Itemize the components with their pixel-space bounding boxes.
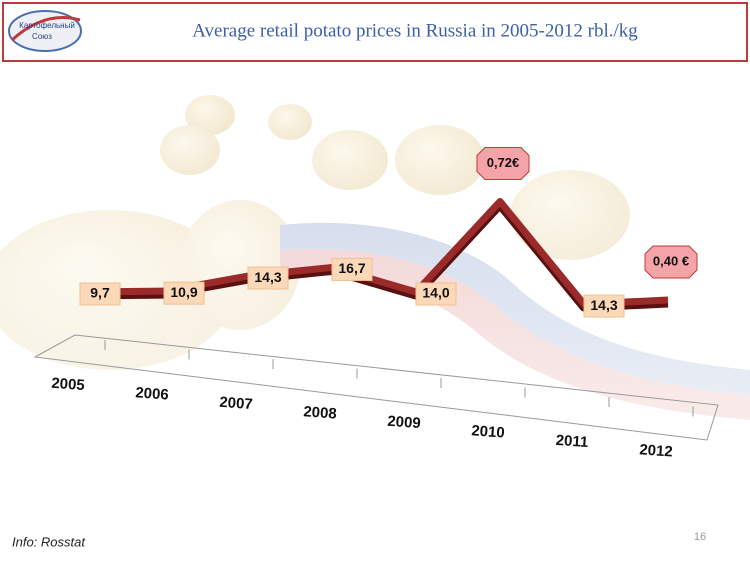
- logo-text: Картофельный: [19, 21, 75, 30]
- value-label-box: [331, 257, 373, 281]
- value-label: 0,40 €: [653, 253, 689, 268]
- x-tick-label: 2012: [639, 441, 673, 460]
- value-label: 9,7: [90, 285, 110, 301]
- value-label-box: [476, 147, 530, 180]
- value-label-box: [79, 282, 121, 306]
- value-label: 14,3: [254, 269, 281, 285]
- value-label-box: [163, 281, 205, 305]
- source: Info: Rosstat: [12, 534, 86, 549]
- page-number: 16: [694, 531, 706, 543]
- chart-title: Average retail potato prices in Russia i…: [192, 20, 638, 41]
- x-tick-label: 2005: [51, 375, 85, 394]
- logo: Картофельный Союз: [8, 10, 82, 52]
- value-label-box: [247, 266, 289, 290]
- x-tick-label: 2010: [471, 422, 505, 441]
- header-box: [2, 2, 748, 62]
- value-label: 14,0: [422, 285, 449, 301]
- logo-text: Союз: [32, 32, 52, 41]
- x-tick-label: 2007: [219, 394, 253, 413]
- chart-floor: [33, 334, 719, 441]
- value-label-box: [583, 294, 625, 318]
- x-tick-label: 2008: [303, 403, 337, 422]
- value-label: 14,3: [590, 297, 617, 313]
- value-label-box: [644, 245, 698, 279]
- x-tick-label: 2006: [135, 384, 169, 403]
- value-label-box: [415, 282, 457, 306]
- value-label: 10,9: [170, 284, 197, 300]
- value-label: 0,72€: [487, 155, 520, 170]
- x-tick-label: 2011: [555, 432, 589, 451]
- value-label: 16,7: [338, 260, 365, 276]
- x-tick-label: 2009: [387, 413, 421, 432]
